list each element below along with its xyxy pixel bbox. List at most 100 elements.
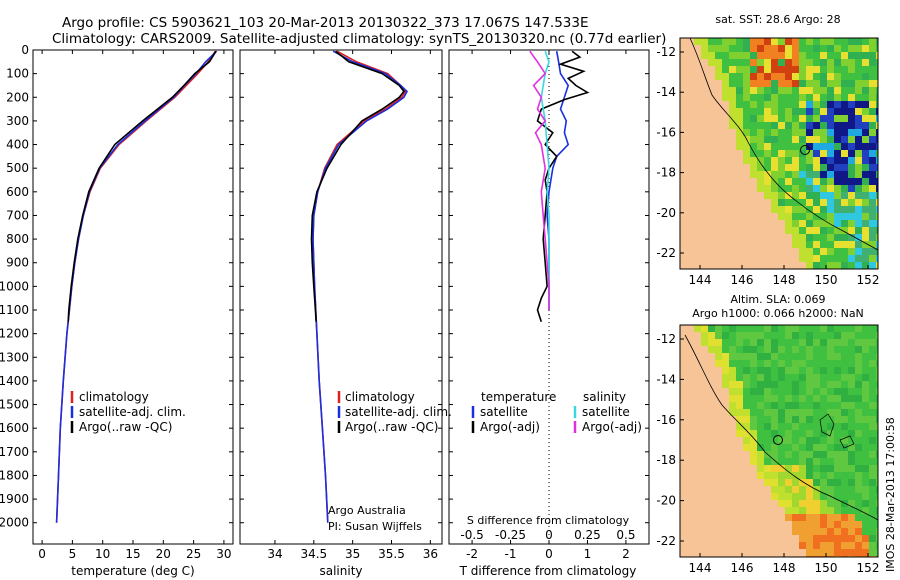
map-cell [743, 458, 750, 465]
series-line [529, 50, 550, 310]
map-cell [792, 178, 799, 185]
map-cell [778, 192, 785, 199]
y-tick-label: 700 [6, 208, 29, 222]
map-cell [764, 437, 771, 444]
map-cell [715, 472, 722, 479]
map-cell [848, 472, 855, 479]
map-cell [736, 507, 743, 514]
sla-map: Altim. SLA: 0.069 Argo h1000: 0.066 h200… [656, 293, 879, 575]
map-cell [680, 150, 687, 157]
map-cell [792, 458, 799, 465]
map-cell [855, 542, 862, 549]
map-cell [785, 192, 792, 199]
map-cell [799, 73, 806, 80]
map-cell [848, 87, 855, 94]
map-cell [806, 241, 813, 248]
map-cell [813, 514, 820, 521]
map-cell [715, 444, 722, 451]
map-cell [820, 136, 827, 143]
map-cell [813, 430, 820, 437]
map-cell [764, 220, 771, 227]
map-cell [827, 52, 834, 59]
map-cell [869, 185, 876, 192]
map-cell [869, 360, 876, 367]
map-cell [687, 80, 694, 87]
map-cell [750, 52, 757, 59]
map-cell [736, 486, 743, 493]
map-cell [820, 38, 827, 45]
map-cell [687, 227, 694, 234]
map-cell [722, 52, 729, 59]
map-cell [715, 402, 722, 409]
map-cell [806, 549, 813, 556]
map-cell [834, 80, 841, 87]
map-cell [680, 157, 687, 164]
map-cell [694, 416, 701, 423]
map-cell [785, 150, 792, 157]
map-cell [743, 171, 750, 178]
map-cell [736, 171, 743, 178]
map-cell [750, 507, 757, 514]
map-cell [757, 129, 764, 136]
map-cell [827, 115, 834, 122]
map-cell [841, 353, 848, 360]
map-cell [813, 325, 820, 332]
map-cell [827, 178, 834, 185]
map-cell [876, 500, 878, 507]
map-cell [687, 325, 694, 332]
map-cell [736, 143, 743, 150]
map-cell [687, 108, 694, 115]
map-cell [827, 262, 834, 269]
map-cell [785, 262, 792, 269]
map-cell [694, 409, 701, 416]
map-cell [799, 409, 806, 416]
map-cell [806, 73, 813, 80]
map-cell [869, 542, 876, 549]
map-cell [834, 402, 841, 409]
map-cell [848, 220, 855, 227]
map-cell [729, 80, 736, 87]
map-cell [743, 493, 750, 500]
series-line [67, 50, 217, 322]
map-cell [764, 87, 771, 94]
map-cell [862, 528, 869, 535]
map-cell [694, 206, 701, 213]
map-cell [750, 94, 757, 101]
map-cell [785, 388, 792, 395]
map-cell [722, 38, 729, 45]
map-cell [694, 150, 701, 157]
map-cell [680, 59, 687, 66]
map-cell [715, 150, 722, 157]
map-cell [680, 409, 687, 416]
map-cell [708, 416, 715, 423]
map-cell [708, 150, 715, 157]
map-cell [778, 549, 785, 556]
map-cell [764, 486, 771, 493]
map-cell [799, 528, 806, 535]
map-cell [827, 185, 834, 192]
map-cell [680, 38, 687, 45]
map-cell [806, 101, 813, 108]
map-cell [743, 465, 750, 472]
map-cell [862, 199, 869, 206]
map-cell [806, 360, 813, 367]
map-cell [701, 255, 708, 262]
map-cell [757, 416, 764, 423]
legend-label-satellite: satellite-adj. clim. [79, 405, 186, 419]
map-cell [722, 423, 729, 430]
map-cell [792, 500, 799, 507]
map-cell [680, 465, 687, 472]
map-cell [785, 178, 792, 185]
map-cell [771, 507, 778, 514]
map-cell [876, 94, 878, 101]
map-cell [813, 227, 820, 234]
map-cell [785, 332, 792, 339]
map-cell [869, 367, 876, 374]
map-cell [757, 87, 764, 94]
map-cell [701, 129, 708, 136]
map-cell [806, 444, 813, 451]
map-cell [792, 248, 799, 255]
map-cell [757, 248, 764, 255]
map-cell [876, 479, 878, 486]
map-cell [764, 178, 771, 185]
